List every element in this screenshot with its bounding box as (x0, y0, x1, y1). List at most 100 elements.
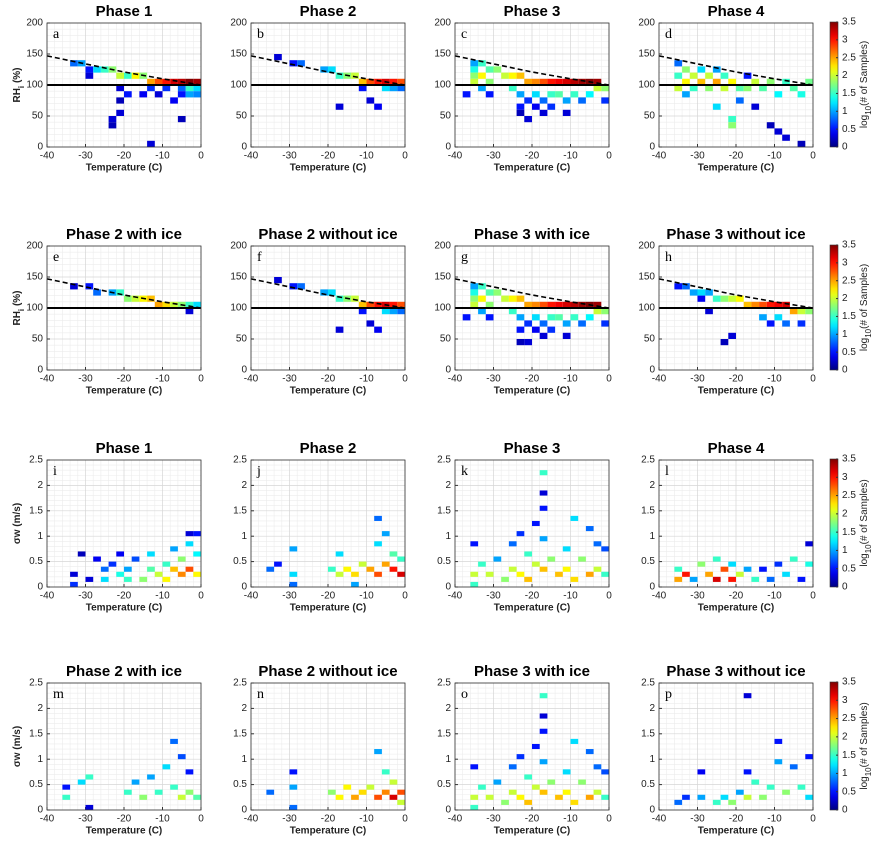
heatmap-cell (289, 60, 298, 67)
heatmap-cell (485, 314, 494, 321)
heatmap-cell (162, 301, 171, 308)
heatmap-cell (177, 116, 186, 123)
heatmap-cell (170, 301, 178, 308)
heatmap-cell (743, 566, 752, 572)
colorbar-tick-label: 2.5 (842, 275, 856, 286)
heatmap-cell (570, 738, 579, 744)
x-tick-label: -20 (729, 374, 744, 385)
heatmap-cell (585, 749, 594, 755)
heatmap-cell (131, 295, 140, 302)
y-tick-label: 50 (644, 334, 656, 345)
heatmap-cell (555, 571, 563, 577)
panel-letter: k (461, 464, 468, 479)
axes-box (46, 682, 202, 811)
heatmap-cell (147, 551, 155, 557)
panel-title: Phase 3 with ice (474, 663, 590, 680)
colorbar-tick-label: 2.5 (842, 713, 856, 724)
heatmap-cell (131, 72, 140, 79)
heatmap-cell (478, 295, 486, 302)
heatmap-cell (539, 789, 548, 795)
heatmap-cell (516, 794, 525, 800)
heatmap-cell (116, 551, 124, 557)
heatmap-cell (470, 295, 479, 302)
x-tick-label: -10 (155, 591, 170, 602)
heatmap-cell (789, 764, 798, 770)
y-tick-label: 0.5 (233, 556, 247, 567)
panel-letter: o (461, 687, 468, 702)
heatmap-cell (674, 60, 683, 67)
y-tick-label: 100 (26, 303, 43, 314)
heatmap-cell (570, 78, 579, 85)
heatmap-cell (728, 122, 736, 129)
heatmap-cell (508, 72, 517, 79)
heatmap-cell (601, 571, 609, 577)
heatmap-cell (585, 91, 594, 98)
axes-box (250, 245, 406, 371)
heatmap-cell (124, 566, 132, 572)
heatmap-cell (570, 91, 579, 98)
heatmap-cell (720, 339, 729, 346)
heatmap-cell (478, 60, 486, 67)
heatmap-cell (555, 91, 563, 98)
heatmap-cell (366, 97, 375, 104)
heatmap-cell (185, 566, 194, 572)
heatmap-cell (397, 789, 405, 795)
panel-title: Phase 2 (300, 3, 357, 20)
y-tick-label: 100 (638, 80, 655, 91)
heatmap-cell (728, 295, 736, 302)
colorbar (829, 244, 839, 371)
heatmap-cell (578, 779, 586, 785)
y-tick-label: 150 (26, 49, 43, 60)
dashed-line (658, 55, 814, 86)
x-tick-label: -10 (155, 814, 170, 825)
heatmap-cell (397, 78, 405, 85)
heatmap-cell (736, 789, 744, 795)
x-tick-label: -20 (117, 814, 132, 825)
heatmap-cell (532, 78, 540, 85)
colorbar-tick-label: 3 (842, 472, 848, 483)
x-tick-label: -40 (448, 151, 463, 162)
x-tick-label: -20 (729, 591, 744, 602)
panel-letter: i (53, 464, 57, 479)
heatmap-cell (389, 566, 398, 572)
x-tick-label: -20 (117, 151, 132, 162)
heatmap-cell (532, 314, 540, 321)
heatmap-cell (759, 301, 767, 308)
heatmap-cell (712, 78, 721, 85)
heatmap-cell (682, 794, 690, 800)
heatmap-cell (147, 140, 155, 147)
heatmap-cell (374, 749, 382, 755)
heatmap-cell (185, 769, 194, 775)
heatmap-cell (358, 789, 367, 795)
heatmap-cell (147, 295, 155, 302)
heatmap-cell (328, 789, 336, 795)
x-tick-label: -30 (78, 151, 93, 162)
heatmap-cell (85, 72, 94, 79)
heatmap-cell (524, 97, 532, 104)
heatmap-cell (508, 764, 517, 770)
colorbar-tick-label: 0 (842, 142, 848, 153)
panel-title: Phase 3 (504, 3, 561, 20)
y-tick-label: 50 (236, 111, 248, 122)
axes-box (658, 682, 814, 811)
heatmap-cell (555, 314, 563, 321)
heatmap-cell (328, 289, 336, 296)
y-tick-label: 1.5 (437, 505, 451, 516)
y-tick-label: 150 (638, 49, 655, 60)
x-tick-label: 0 (606, 151, 612, 162)
heatmap-cell (539, 78, 548, 85)
x-tick-label: -30 (78, 374, 93, 385)
x-tick-label: -40 (652, 151, 667, 162)
heatmap-cell (124, 295, 132, 302)
heatmap-cell (508, 541, 517, 547)
heatmap-cell (335, 551, 344, 557)
y-tick-label: 0 (649, 365, 655, 376)
heatmap-cell (366, 301, 375, 308)
heatmap-cell (601, 794, 609, 800)
y-tick-label: 1.5 (641, 728, 655, 739)
colorbar-label-rest: (# of Samples) (859, 702, 870, 767)
heatmap-cell (759, 85, 767, 92)
heatmap-cell (374, 571, 382, 577)
heatmap-cell (351, 571, 359, 577)
